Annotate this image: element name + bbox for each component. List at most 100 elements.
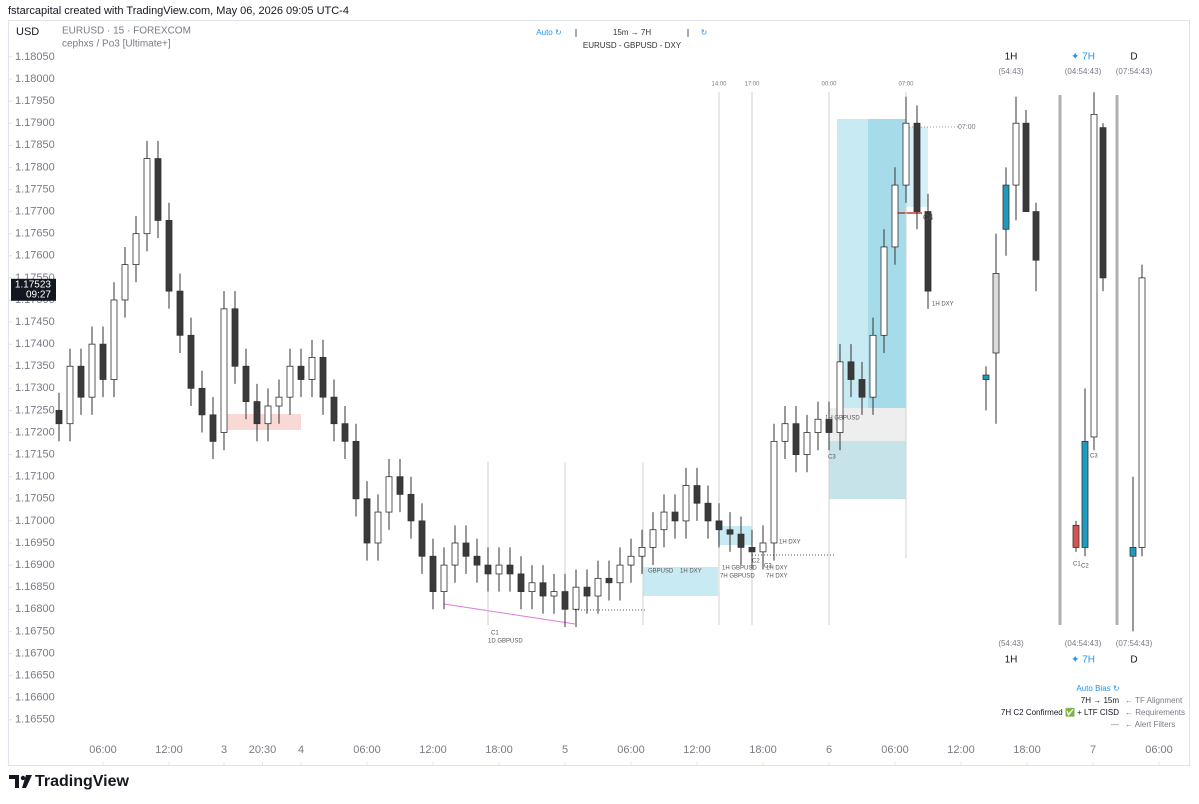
bias-title[interactable]: Auto Bias ↻ xyxy=(1076,684,1119,693)
candle-body xyxy=(880,246,888,336)
candle-body xyxy=(913,122,921,212)
candle-body xyxy=(1129,547,1137,557)
candle-body xyxy=(891,184,899,248)
x-tick-label: 06:00 xyxy=(617,744,645,756)
candle-body xyxy=(473,555,481,566)
logo-icon xyxy=(9,775,32,788)
candle-body xyxy=(451,542,459,566)
candle-body xyxy=(594,577,602,597)
candle-body xyxy=(792,423,800,456)
candle-body xyxy=(418,520,426,557)
annotation: 1H DXY xyxy=(680,569,702,575)
candle-body xyxy=(847,361,855,380)
candle-body xyxy=(803,432,811,456)
candle-body xyxy=(143,158,151,235)
annotation: C3 xyxy=(1090,454,1098,460)
candle-body xyxy=(440,564,448,593)
candle-body xyxy=(759,542,767,553)
currency: USD xyxy=(16,26,39,38)
candle-body xyxy=(1072,524,1080,548)
annotation: 7H GBPUSD xyxy=(720,574,755,580)
symbol: EURUSD · 15 · FOREXCOM xyxy=(62,26,191,37)
htf-name: 1H xyxy=(1005,655,1018,666)
candle-body xyxy=(781,423,789,442)
annotation: C2 xyxy=(1081,564,1089,570)
x-tick-label: 06:00 xyxy=(353,744,381,756)
candle-body xyxy=(506,564,514,575)
candle-body xyxy=(627,555,635,566)
annotation: 1H GBPUSD xyxy=(825,416,860,422)
last-price: 1.17523 xyxy=(15,279,52,290)
candle-body xyxy=(902,122,910,186)
y-tick-label: 1.17300 xyxy=(15,382,55,394)
x-tick-label: 18:00 xyxy=(749,744,777,756)
bias-text: 7H C2 Confirmed ✅ + LTF CISD xyxy=(1001,707,1119,717)
bias-note: ← Alert Filters xyxy=(1125,720,1175,729)
y-tick-label: 1.16550 xyxy=(15,714,55,726)
annotation: C3 xyxy=(764,564,772,570)
logo-shape xyxy=(9,775,19,788)
candle-body xyxy=(726,529,734,535)
annotation: GBPUSD xyxy=(648,569,674,575)
candle-body xyxy=(671,511,679,522)
x-tick-label: 12:00 xyxy=(947,744,975,756)
candle-body xyxy=(110,299,118,380)
level-label: 07:00 xyxy=(958,124,976,131)
htf-name: 1H xyxy=(1005,52,1018,63)
bias-note: ← Requirements xyxy=(1125,708,1185,717)
y-tick-label: 1.16700 xyxy=(15,647,55,659)
candle-body xyxy=(220,308,228,433)
y-tick-label: 1.17950 xyxy=(15,95,55,107)
candle-body xyxy=(297,365,305,380)
annotation: C4 xyxy=(923,213,934,222)
auto-button[interactable]: Auto ↻ xyxy=(536,28,561,37)
refresh-button[interactable]: ↻ xyxy=(701,28,708,37)
candle-body xyxy=(187,334,195,389)
zone xyxy=(643,567,718,596)
annotation: C1 xyxy=(491,631,499,637)
x-tick-label: 6 xyxy=(826,744,832,756)
candle-body xyxy=(660,511,668,531)
candle-body xyxy=(231,308,239,367)
y-tick-label: 1.17750 xyxy=(15,183,55,195)
price-badge xyxy=(11,278,56,301)
y-tick-label: 1.16850 xyxy=(15,581,55,593)
candle-body xyxy=(77,365,85,398)
session-label: 07:00 xyxy=(898,82,914,88)
candle-body xyxy=(165,220,173,292)
zone xyxy=(829,441,906,499)
candle-body xyxy=(682,485,690,522)
candle-body xyxy=(396,476,404,495)
candle-body xyxy=(132,233,140,266)
htf-name: ✦ 7H xyxy=(1071,52,1095,63)
caption: fstarcapital created with TradingView.co… xyxy=(8,5,349,17)
htf-countdown: (04:54:43) xyxy=(1065,67,1102,76)
candle-body xyxy=(1002,184,1010,230)
chart-frame xyxy=(8,20,1190,766)
x-tick-label: 12:00 xyxy=(155,744,183,756)
candle-body xyxy=(1081,440,1089,548)
y-tick-label: 1.16900 xyxy=(15,559,55,571)
x-tick-label: 3 xyxy=(221,744,227,756)
bias-note: ← TF Alignment xyxy=(1125,696,1183,705)
y-tick-label: 1.16950 xyxy=(15,537,55,549)
candle-body xyxy=(572,586,580,610)
y-tick-label: 1.16750 xyxy=(15,625,55,637)
y-tick-label: 1.17200 xyxy=(15,426,55,438)
y-tick-label: 1.17400 xyxy=(15,338,55,350)
candle-body xyxy=(561,591,569,610)
candle-body xyxy=(748,547,756,553)
candle-body xyxy=(605,577,613,584)
candle-body xyxy=(583,586,591,597)
candle-body xyxy=(308,357,316,380)
logo-shape xyxy=(20,775,26,781)
y-tick-label: 1.17900 xyxy=(15,117,55,129)
bias-text: — xyxy=(1111,720,1119,729)
candle-body xyxy=(88,343,96,398)
x-tick-label: 06:00 xyxy=(881,744,909,756)
candle-body xyxy=(363,498,371,544)
candle-body xyxy=(319,357,327,398)
htf-countdown: (54:43) xyxy=(998,639,1024,648)
y-tick-label: 1.17000 xyxy=(15,515,55,527)
